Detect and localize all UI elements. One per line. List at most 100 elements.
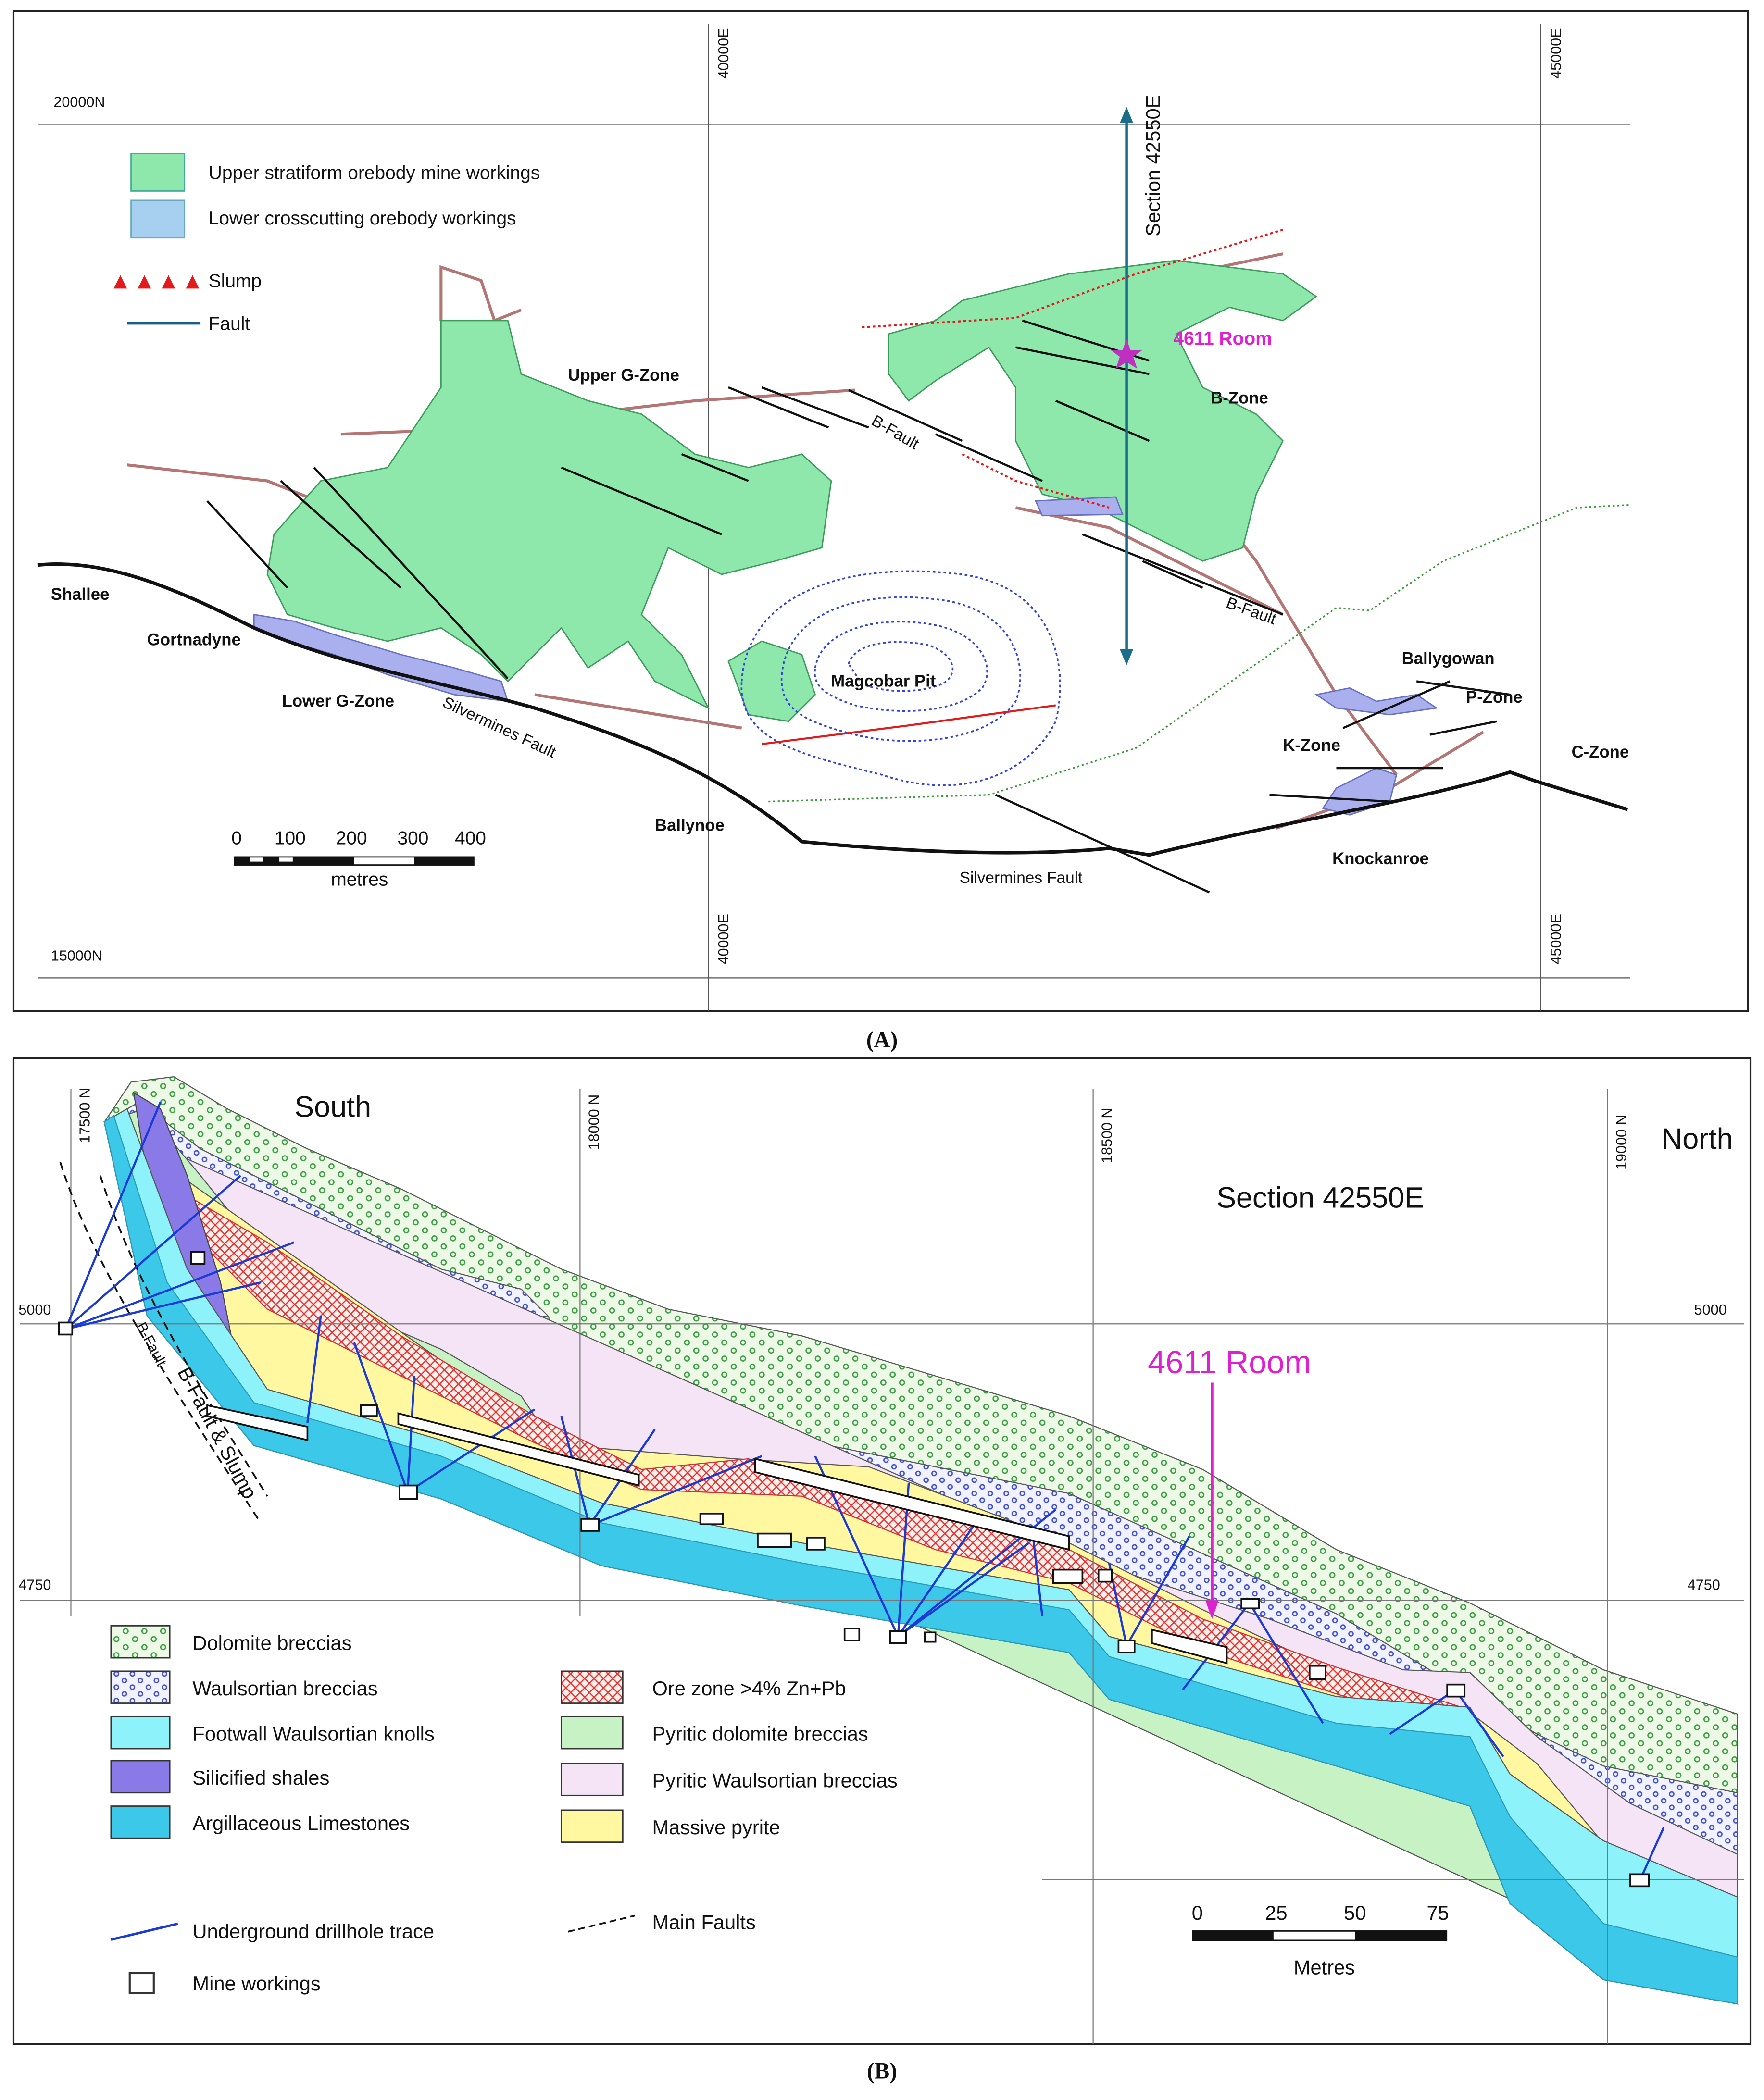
faults [37, 562, 1628, 857]
legend-slump [113, 275, 127, 289]
drillholes [1248, 1602, 1324, 1724]
label: 4750 [18, 1577, 51, 1593]
label: 200 [336, 828, 367, 848]
label: 4750 [1688, 1577, 1720, 1593]
label: Shallee [51, 585, 110, 604]
minor-faults [728, 386, 829, 429]
label: C-Zone [1572, 743, 1629, 761]
mine-workings [206, 1404, 309, 1441]
drillholes [560, 1416, 590, 1526]
legend-swatches [110, 1805, 171, 1839]
drillholes [1454, 1689, 1504, 1758]
tunnels [534, 693, 742, 730]
minor-faults [1082, 533, 1284, 616]
scale-bar [250, 857, 263, 862]
main-faults [59, 1162, 262, 1524]
label: Gortnadyne [147, 631, 241, 649]
label: South [294, 1090, 371, 1123]
label: Main Faults [652, 1911, 755, 1933]
slumps [762, 229, 1283, 746]
scale-bar [1273, 1931, 1355, 1940]
label: Section 42550E [1216, 1181, 1424, 1214]
room-arrow [1205, 1600, 1219, 1619]
label: 400 [455, 828, 486, 848]
label: 0 [1192, 1901, 1203, 1924]
legend-swatches [561, 1809, 624, 1843]
argillaceous-limestones [103, 1114, 1738, 2005]
scale-bar [1192, 1930, 1448, 1941]
label: 20000N [53, 94, 105, 110]
drillholes [64, 1102, 162, 1330]
drillholes [64, 1102, 1665, 1882]
label: 19000 N [1614, 1114, 1630, 1170]
slumps [862, 229, 1283, 328]
magcobar-pit [848, 641, 954, 692]
minor-faults [280, 480, 402, 589]
upper-workings [888, 260, 1318, 562]
drillholes [1126, 1536, 1190, 1647]
label: Waulsortian breccias [192, 1677, 377, 1700]
label: Fault [209, 313, 250, 334]
main-faults [59, 1162, 268, 1524]
mine-workings [399, 1484, 418, 1500]
mine-workings [190, 1251, 206, 1265]
drillholes [406, 1376, 415, 1492]
legend-swatches [110, 1625, 635, 1994]
mine-workings [1151, 1628, 1228, 1665]
minor-faults [1269, 794, 1390, 803]
label: (B) [867, 2059, 897, 2084]
legend-swatches [561, 1715, 624, 1750]
label: 45000E [1548, 914, 1564, 964]
drillholes [65, 1241, 295, 1330]
lower-workings [1035, 496, 1124, 517]
legend-slump [186, 275, 200, 289]
mine-workings [754, 1457, 1070, 1551]
legend-swatches [110, 1760, 171, 1794]
label: Underground drillhole trace [192, 1920, 434, 1943]
label: Upper G-Zone [568, 366, 679, 385]
drillholes [1389, 1689, 1456, 1735]
legend-swatches [110, 1625, 171, 1659]
minor-faults [935, 433, 1043, 482]
label: metres [331, 870, 388, 890]
mine-workings [58, 1321, 74, 1336]
upper-workings [266, 260, 1318, 722]
drillholes [897, 1542, 1030, 1638]
mine-workings [1309, 1665, 1327, 1680]
legend-swatches [567, 1914, 635, 1933]
label: 300 [398, 828, 429, 848]
legend-slump [162, 275, 175, 289]
lower-workings [1314, 687, 1439, 716]
label: Ore zone >4% Zn+Pb [652, 1677, 846, 1700]
panel-a [12, 10, 1749, 1012]
drillholes [306, 1316, 322, 1423]
drillholes [589, 1455, 763, 1527]
mine-workings [360, 1404, 378, 1417]
label: 5000 [18, 1302, 51, 1318]
minor-faults [313, 467, 509, 680]
legend-swatches [110, 1670, 171, 1704]
mine-workings [397, 1412, 640, 1487]
label: 45000E [1548, 28, 1564, 78]
label: 40000E [715, 28, 732, 78]
legend-swatches [561, 1763, 624, 1796]
legend-swatches [128, 1972, 155, 1994]
minor-faults [1429, 720, 1497, 736]
label: Ballynoe [655, 817, 725, 835]
label: Dolomite breccias [192, 1631, 351, 1654]
minor-faults [995, 794, 1210, 894]
label: 75 [1426, 1901, 1449, 1924]
label: North [1661, 1122, 1733, 1155]
legend-swatches [110, 1715, 171, 1750]
faults [37, 562, 1628, 857]
section-line [1120, 649, 1134, 666]
minor-faults [1342, 680, 1451, 729]
label: 4611 Room [1173, 328, 1272, 349]
minor-faults [848, 389, 963, 442]
label: 100 [275, 828, 306, 848]
legend-swatches [111, 1922, 178, 1941]
minor-faults [1142, 560, 1203, 589]
legend-slump [138, 275, 151, 289]
